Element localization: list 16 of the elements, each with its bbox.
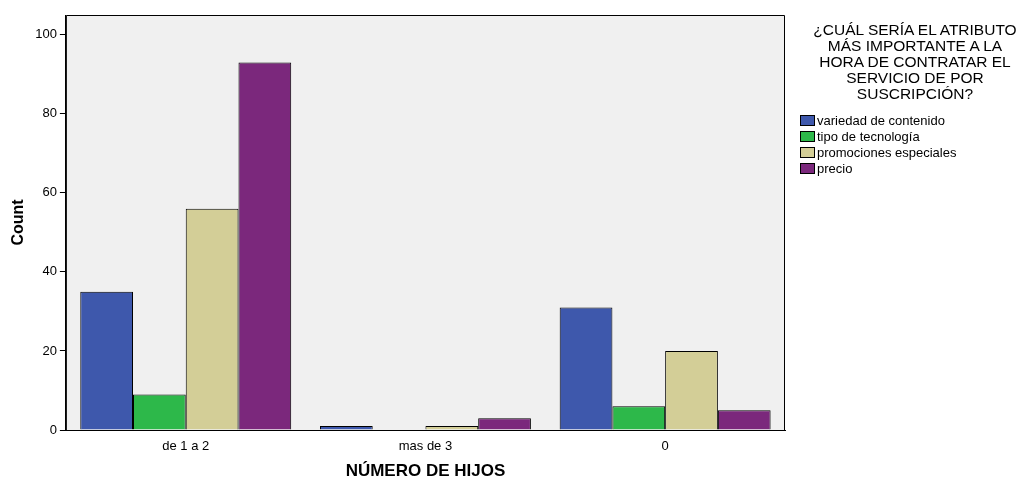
- y-tick-label: 0: [49, 421, 57, 437]
- y-axis-title: Count: [9, 198, 27, 246]
- legend-label: tipo de tecnología: [817, 128, 920, 144]
- y-tick-label: 60: [42, 184, 57, 200]
- legend-label: promociones especiales: [817, 144, 957, 160]
- x-tick-label: mas de 3: [398, 438, 453, 454]
- legend-label: variedad de contenido: [817, 112, 945, 128]
- y-tick-label: 100: [35, 26, 57, 42]
- legend-label: precio: [817, 160, 853, 176]
- x-tick-label: 0: [661, 438, 669, 454]
- x-tick-label: de 1 a 2: [162, 438, 210, 454]
- y-tick-label: 20: [42, 342, 57, 358]
- y-tick-label: 80: [42, 105, 57, 121]
- x-axis-title: NÚMERO DE HIJOS: [345, 461, 506, 481]
- y-tick-label: 40: [42, 263, 57, 279]
- legend-title: ¿CUÁL SERÍA EL ATRIBUTO MÁS IMPORTANTE A LA HORA DE CONTRATAR EL SERVICIO DE POR SUSCRIPCIÓN?: [812, 21, 1018, 102]
